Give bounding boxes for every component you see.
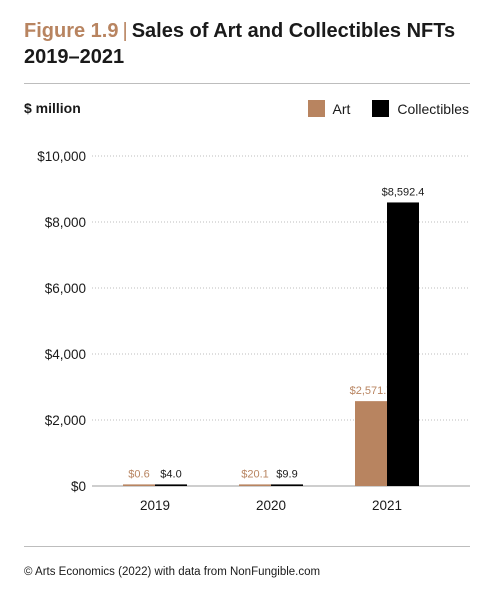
- source-note: © Arts Economics (2022) with data from N…: [24, 566, 321, 578]
- data-label: $2,571.7: [350, 385, 393, 397]
- data-label: $9.9: [276, 468, 297, 480]
- bar-art-2019: [123, 484, 155, 486]
- legend-item-collectibles: Collectibles: [372, 100, 469, 117]
- title-separator: |: [122, 20, 128, 42]
- y-tick-label: $10,000: [37, 149, 86, 164]
- x-tick-label: 2020: [256, 498, 286, 513]
- x-tick-label: 2019: [140, 498, 170, 513]
- legend-swatch-art: [307, 100, 325, 117]
- data-label: $4.0: [160, 468, 181, 480]
- bar-collectibles-2019: [155, 484, 187, 486]
- bar-art-2020: [239, 484, 271, 486]
- title-line-1: Figure 1.9 | Sales of Art and Collectibles…: [24, 18, 464, 44]
- title-text: Sales of Art and Collectibles NFTs: [131, 20, 456, 42]
- data-label: $8,592.4: [382, 186, 425, 198]
- y-tick-label: $0: [71, 479, 86, 494]
- legend-swatch-collectibles: [372, 100, 390, 117]
- y-tick-label: $4,000: [45, 347, 86, 362]
- legend-item-art: Art: [307, 100, 351, 117]
- legend: Art Collectibles: [286, 100, 469, 117]
- data-label: $20.1: [241, 468, 269, 480]
- data-label: $0.6: [128, 468, 149, 480]
- legend-label-art: Art: [332, 100, 351, 117]
- y-axis-unit-label: $ million: [24, 100, 81, 116]
- bar-chart: $0 $2,000 $4,000 $6,000 $8,000 $10,000 $0.6 $4.…: [37, 149, 470, 513]
- bottom-rule: [24, 546, 470, 547]
- y-tick-label: $8,000: [45, 215, 86, 230]
- top-rule: [24, 83, 470, 84]
- x-tick-label: 2021: [372, 498, 402, 513]
- y-tick-label: $6,000: [45, 281, 86, 296]
- bar-collectibles-2021: [387, 202, 419, 486]
- bar-collectibles-2020: [271, 484, 303, 486]
- y-tick-label: $2,000: [45, 413, 86, 428]
- figure-label: Figure 1.9: [24, 20, 119, 42]
- legend-label-collectibles: Collectibles: [397, 100, 469, 117]
- title-line-2: 2019–2021: [24, 46, 125, 68]
- chart-title: Figure 1.9 | Sales of Art and Collectibles…: [24, 18, 464, 70]
- bar-art-2021: [355, 401, 387, 486]
